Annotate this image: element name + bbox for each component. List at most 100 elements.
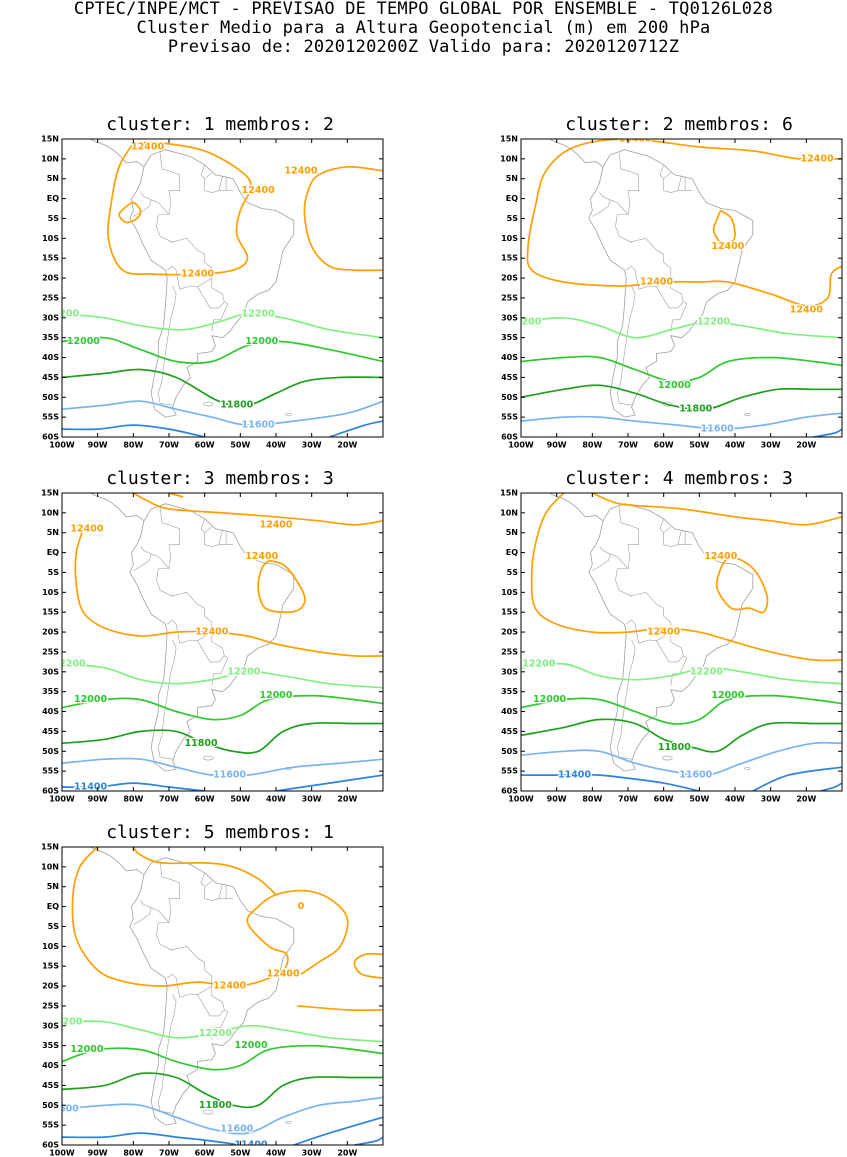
panel-title-2: cluster: 2 membros: 6 <box>565 114 793 135</box>
country-border <box>616 639 636 760</box>
lon-label: 50W <box>230 441 250 450</box>
lon-label: 50W <box>230 795 250 804</box>
lon-label: 80W <box>123 1149 143 1157</box>
contour-line-11400 <box>62 1132 241 1145</box>
contour-label: 11400 <box>74 782 107 793</box>
country-border <box>670 655 688 686</box>
country-border <box>170 237 213 279</box>
lat-label: 15N <box>41 135 59 144</box>
country-border <box>592 192 611 217</box>
lon-label: 20W <box>337 795 357 804</box>
lon-label: 100W <box>508 795 534 804</box>
lat-label: 25S <box>42 1001 59 1010</box>
contour-line-12400 <box>257 559 306 614</box>
lat-label: 10N <box>500 508 518 517</box>
contour-line-12400 <box>526 139 842 307</box>
lat-label: 5N <box>47 882 59 891</box>
lon-label: 50W <box>689 441 709 450</box>
contour-label: 11800 <box>679 404 712 415</box>
lat-label: EQ <box>47 194 59 203</box>
cuba-island <box>112 463 136 468</box>
contour-line-11400 <box>752 766 842 791</box>
country-border <box>592 546 611 571</box>
lat-label: 10N <box>500 154 518 163</box>
lat-label: 45S <box>501 373 518 382</box>
contour-label: 12000 <box>259 690 292 701</box>
lat-label: 60S <box>42 433 59 442</box>
lon-label: 40W <box>725 441 745 450</box>
panel-title-3: cluster: 3 membros: 3 <box>106 468 334 489</box>
lon-label: 90W <box>547 441 567 450</box>
lon-label: 40W <box>266 795 286 804</box>
contour-line-11800 <box>62 722 383 754</box>
lat-label: 5N <box>47 174 59 183</box>
country-border <box>218 529 223 545</box>
country-border <box>158 152 180 215</box>
contour-line-12400 <box>132 847 277 896</box>
contour-label: 0 <box>298 901 305 912</box>
contour-label: 11400 <box>235 1140 268 1151</box>
lat-label: 30S <box>42 1021 59 1030</box>
lat-label: 40S <box>42 1061 59 1070</box>
lat-label: 55S <box>42 1121 59 1130</box>
country-border <box>610 199 629 215</box>
contour-label: 12200 <box>522 658 555 669</box>
country-border <box>629 237 672 279</box>
south-georgia-island <box>285 1121 292 1124</box>
lat-label: 40S <box>42 353 59 362</box>
lon-label: 70W <box>159 1149 179 1157</box>
map-panel-3: 12400 12400 12400 12400 12200 12200 12000 12000… <box>41 489 384 804</box>
lat-label: 25S <box>42 293 59 302</box>
south-georgia-island <box>744 413 751 416</box>
falkland-islands <box>202 1109 214 1115</box>
lat-label: 50S <box>42 393 59 402</box>
contour-label: 12000 <box>245 336 278 347</box>
contour-label: 12400 <box>711 241 744 252</box>
contour-line-11400 <box>329 420 383 437</box>
lon-label: 100W <box>508 441 534 450</box>
country-border <box>615 214 632 243</box>
header-line-2: Cluster Medio para a Altura Geopotencial… <box>136 18 711 38</box>
panel-title-4: cluster: 4 membros: 3 <box>565 468 793 489</box>
lat-label: 30S <box>42 313 59 322</box>
country-border <box>197 278 225 309</box>
lat-label: 30S <box>42 667 59 676</box>
lat-label: 10S <box>501 588 518 597</box>
panel-title-1: cluster: 1 membros: 2 <box>106 114 334 135</box>
map-frame <box>61 492 384 792</box>
falkland-islands <box>661 755 673 761</box>
contour-label: 12200 <box>199 1028 232 1039</box>
lat-label: 55S <box>42 413 59 422</box>
country-border <box>170 591 213 633</box>
country-border <box>200 164 234 193</box>
contour-label: 12400 <box>195 627 228 638</box>
lon-label: 70W <box>618 795 638 804</box>
lat-label: 40S <box>42 707 59 716</box>
contour-line-11400 <box>62 424 205 437</box>
map-panel-4: 12400 12400 12200 12200 12000 12000 11800 11600… <box>500 489 843 804</box>
contour-line-12400 <box>168 493 184 498</box>
country-border <box>156 214 173 243</box>
lon-label: 40W <box>725 795 745 804</box>
lat-label: 5S <box>507 568 519 577</box>
country-border <box>677 175 682 191</box>
lat-label: 20S <box>501 628 518 637</box>
lat-label: 15S <box>501 254 518 263</box>
contour-label: 12400 <box>213 981 246 992</box>
lat-label: 40S <box>501 707 518 716</box>
lat-label: 25S <box>501 647 518 656</box>
contour-label: 2200 <box>56 1016 83 1027</box>
contour-line-11600 <box>521 412 842 430</box>
country-border <box>211 1009 229 1040</box>
lat-label: 45S <box>42 1081 59 1090</box>
contour-label: 12000 <box>235 1040 268 1051</box>
cuba-island <box>112 109 136 114</box>
lat-label: 35S <box>42 687 59 696</box>
lat-label: EQ <box>506 548 518 557</box>
country-border <box>677 529 682 545</box>
country-border <box>616 285 636 406</box>
contour-label: 12400 <box>267 969 300 980</box>
lat-label: 60S <box>42 787 59 796</box>
coastline-central-america <box>89 139 145 168</box>
contour-line-11600 <box>62 1096 383 1135</box>
